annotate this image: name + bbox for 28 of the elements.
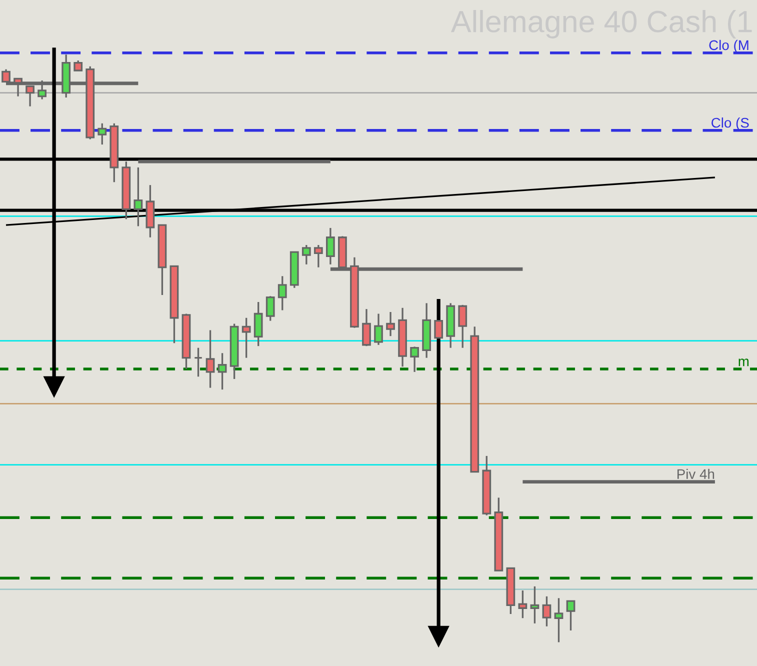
- ref-line-label: m: [738, 358, 749, 366]
- candlestick: [314, 244, 323, 268]
- series-label: Piv 4h: [677, 468, 714, 479]
- candlestick: [242, 317, 251, 359]
- candlestick: [374, 312, 383, 346]
- candlestick: [434, 320, 444, 339]
- candlestick: [386, 311, 395, 337]
- candlestick: [554, 597, 564, 644]
- candlestick: [218, 352, 227, 390]
- candlestick: [134, 166, 143, 228]
- candlestick: [194, 346, 203, 378]
- candlestick: [518, 590, 528, 619]
- candlestick: [458, 304, 468, 349]
- candlestick: [410, 346, 419, 373]
- ref-line-label: Clo (M: [709, 40, 748, 53]
- candlestick: [278, 275, 287, 312]
- candlestick: [326, 227, 335, 266]
- ref-line-label: Clo (S: [712, 117, 749, 130]
- candlestick: [542, 596, 552, 628]
- candlestick: [254, 301, 263, 347]
- candlestick: [302, 244, 311, 266]
- candlestick: [266, 295, 275, 322]
- candlestick: [74, 60, 83, 72]
- candlestick: [206, 329, 215, 389]
- candlestick: [530, 586, 540, 624]
- candlestick: [566, 600, 576, 632]
- candlestick: [98, 122, 107, 146]
- candlestick: [362, 308, 371, 347]
